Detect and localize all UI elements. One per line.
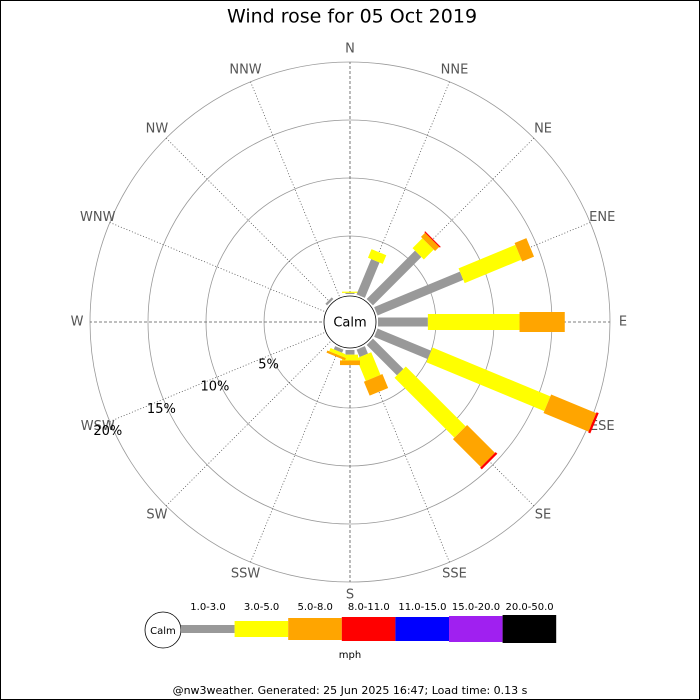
direction-label: NNW: [229, 62, 261, 77]
direction-label: NNE: [441, 62, 469, 77]
bar-segment: [342, 354, 358, 361]
bar-segment: [420, 232, 440, 252]
legend-swatch: [502, 615, 557, 643]
legend-swatch: [449, 616, 503, 642]
bar-segment: [367, 249, 387, 264]
direction-label: NE: [534, 121, 552, 136]
bar-segment: [412, 238, 434, 260]
direction-label: SE: [535, 508, 551, 523]
direction-label: SSE: [442, 567, 467, 582]
legend-swatch: [181, 625, 235, 633]
direction-bars: [325, 297, 334, 306]
bar-segment: [326, 350, 346, 361]
bar-segment: [356, 346, 368, 358]
direction-bars: [326, 346, 346, 361]
bar-segment: [340, 360, 360, 366]
bar-segment: [394, 366, 466, 438]
bar-segment: [356, 259, 380, 298]
direction-bars: [366, 231, 441, 306]
legend-calm-label: Calm: [150, 626, 176, 637]
direction-bars: [374, 328, 599, 434]
bar-segment: [480, 452, 498, 470]
bar-segment: [345, 350, 355, 355]
direction-bars: [374, 238, 535, 316]
legend-label: 1.0-3.0: [190, 602, 225, 613]
bar-segment: [458, 244, 522, 284]
r-tick-label: 10%: [201, 380, 230, 395]
direction-label: WNW: [80, 210, 116, 225]
bar-segment: [374, 328, 432, 360]
chart-title: Wind rose for 05 Oct 2019: [227, 6, 477, 28]
direction-label: S: [346, 588, 354, 603]
legend-swatch: [234, 621, 289, 637]
calm-label: Calm: [333, 316, 366, 331]
bar-segment: [356, 352, 381, 381]
legend-label: 11.0-15.0: [398, 602, 446, 613]
direction-label: E: [619, 315, 627, 330]
legend-label: 20.0-50.0: [506, 602, 554, 613]
direction-label: SSW: [231, 567, 261, 582]
direction-label: N: [345, 42, 355, 57]
direction-bars: [366, 338, 498, 470]
r-tick-label: 5%: [258, 357, 279, 372]
legend-label: 15.0-20.0: [452, 602, 500, 613]
direction-label: W: [71, 315, 84, 330]
r-tick-label: 20%: [93, 424, 122, 439]
bar-segment: [452, 424, 495, 467]
direction-bars: [378, 312, 565, 332]
bar-segment: [378, 317, 428, 327]
direction-bars: [356, 346, 389, 396]
bar-segment: [588, 412, 599, 434]
calm-circle: [323, 295, 377, 349]
bar-segment: [342, 291, 358, 293]
bar-segment: [333, 346, 344, 353]
direction-label: NW: [146, 121, 169, 136]
legend-swatch: [395, 617, 449, 641]
direction-bars: [342, 291, 358, 294]
footer: @nw3weather. Generated: 25 Jun 2025 16:4…: [173, 684, 528, 697]
bar-segment: [543, 394, 597, 432]
bar-segment: [427, 314, 520, 330]
bar-segment: [366, 250, 422, 306]
legend-swatch: [288, 618, 342, 640]
bar-segment: [366, 338, 404, 376]
legend-label: 3.0-5.0: [244, 602, 279, 613]
bar-segment: [374, 271, 464, 316]
direction-label: SW: [146, 508, 167, 523]
bar-segment: [325, 297, 334, 306]
bar-segment: [519, 312, 565, 332]
bar-segment: [329, 348, 346, 358]
legend-label: 8.0-11.0: [348, 602, 390, 613]
direction-label: ESE: [590, 419, 615, 434]
legend-swatch: [341, 617, 396, 641]
direction-bars: [340, 350, 360, 366]
legend-label: 5.0-8.0: [297, 602, 332, 613]
r-tick-label: 15%: [147, 402, 176, 417]
unit-label: mph: [339, 650, 361, 661]
bar-segment: [345, 292, 355, 294]
bar-segment: [424, 231, 441, 248]
bar-segment: [363, 374, 389, 396]
direction-bars: [356, 249, 387, 298]
direction-label: WSW: [81, 419, 115, 434]
direction-label: ENE: [589, 210, 615, 225]
bar-segment: [514, 238, 535, 262]
bar-segment: [426, 347, 551, 412]
